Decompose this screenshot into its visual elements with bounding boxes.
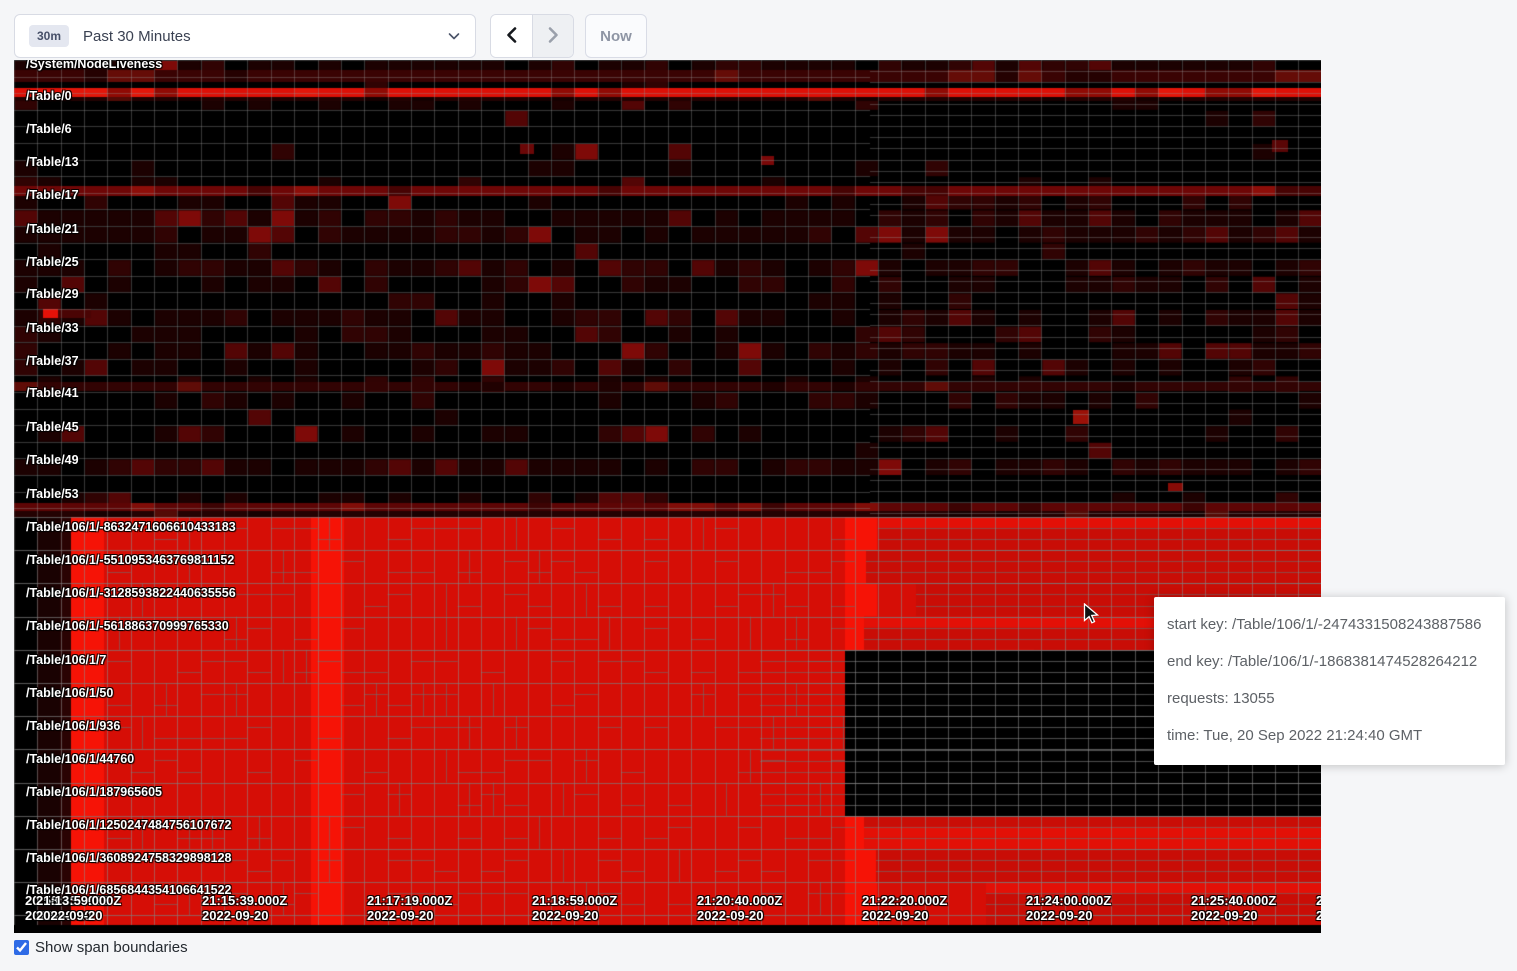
heatmap-tooltip: start key: /Table/106/1/-247433150824388…: [1154, 597, 1505, 765]
time-range-select[interactable]: 30m Past 30 Minutes: [14, 14, 476, 58]
time-range-badge: 30m: [29, 25, 70, 47]
show-span-boundaries-checkbox[interactable]: [14, 940, 29, 955]
tooltip-end-key: end key: /Table/106/1/-18683814745282642…: [1167, 653, 1478, 670]
next-time-button[interactable]: [532, 15, 573, 57]
tooltip-requests: requests: 13055: [1167, 690, 1275, 707]
tooltip-time: time: Tue, 20 Sep 2022 21:24:40 GMT: [1167, 727, 1423, 744]
show-span-boundaries-label: Show span boundaries: [35, 939, 188, 956]
time-nav-button-group: [490, 14, 574, 58]
tooltip-start-key: start key: /Table/106/1/-247433150824388…: [1167, 616, 1482, 633]
key-visualizer-heatmap[interactable]: [14, 60, 1321, 933]
chevron-right-icon: [545, 26, 561, 47]
now-button[interactable]: Now: [585, 14, 647, 58]
chevron-left-icon: [504, 26, 520, 47]
time-range-label: Past 30 Minutes: [83, 27, 191, 45]
show-span-boundaries-toggle[interactable]: Show span boundaries: [14, 939, 188, 956]
chevron-down-icon: [447, 29, 461, 43]
key-visualizer: /System/NodeLiveness/Table/0/Table/6/Tab…: [14, 60, 1505, 933]
prev-time-button[interactable]: [491, 15, 532, 57]
mouse-cursor-icon: [1083, 603, 1100, 624]
